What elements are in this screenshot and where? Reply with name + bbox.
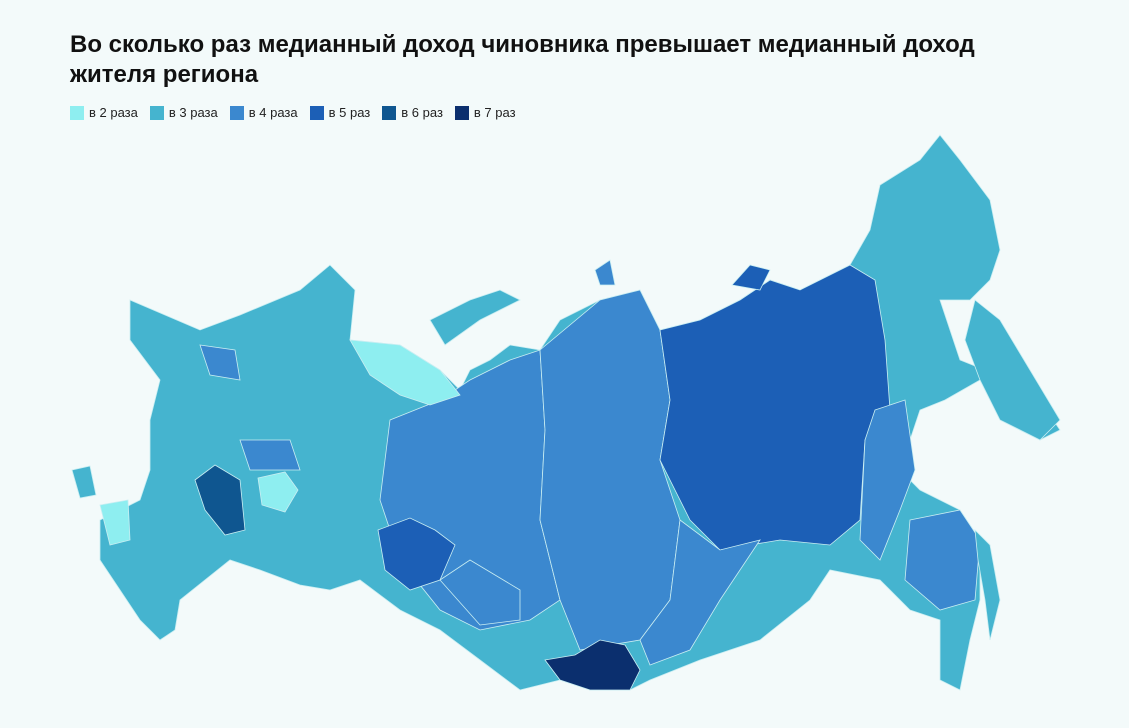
legend-swatch <box>229 105 244 120</box>
region <box>257 471 299 513</box>
region <box>194 464 246 536</box>
region <box>349 339 461 406</box>
region <box>659 264 891 551</box>
legend-swatch <box>454 105 469 120</box>
island <box>594 259 616 286</box>
region <box>904 509 981 611</box>
region <box>539 289 681 651</box>
legend-item: в 2 раза <box>70 105 138 120</box>
region <box>639 519 761 666</box>
legend-item: в 3 раза <box>149 105 218 120</box>
legend-label: в 2 раза <box>89 105 138 120</box>
region <box>377 517 456 591</box>
region <box>239 439 301 471</box>
region <box>439 559 521 626</box>
region <box>71 465 97 499</box>
island <box>429 289 521 346</box>
island <box>974 528 1001 641</box>
title: Во сколько раз медианный доход чиновника… <box>70 31 975 88</box>
legend-swatch <box>382 105 397 120</box>
region <box>199 344 241 381</box>
region <box>99 499 131 546</box>
legend-label: в 6 раз <box>401 105 443 120</box>
island <box>731 264 771 291</box>
legend-swatch <box>70 105 84 120</box>
legend: в 2 раза в 3 раза в 4 раза в 5 раз в 6 раз в … <box>70 105 516 120</box>
legend-swatch <box>309 105 324 120</box>
legend-item: в 6 раз <box>382 105 443 120</box>
legend-label: в 4 раза <box>248 105 298 120</box>
legend-item: в 4 раза <box>229 105 298 120</box>
legend-label: в 3 раза <box>168 105 218 120</box>
legend-item: в 7 раз <box>454 105 516 120</box>
region <box>859 399 916 561</box>
legend-item: в 5 раз <box>309 105 371 120</box>
legend-label: в 5 раз <box>328 105 371 120</box>
region <box>964 299 1061 441</box>
legend-swatch <box>149 105 164 120</box>
region <box>544 639 641 691</box>
legend-label: в 7 раз <box>473 105 516 120</box>
